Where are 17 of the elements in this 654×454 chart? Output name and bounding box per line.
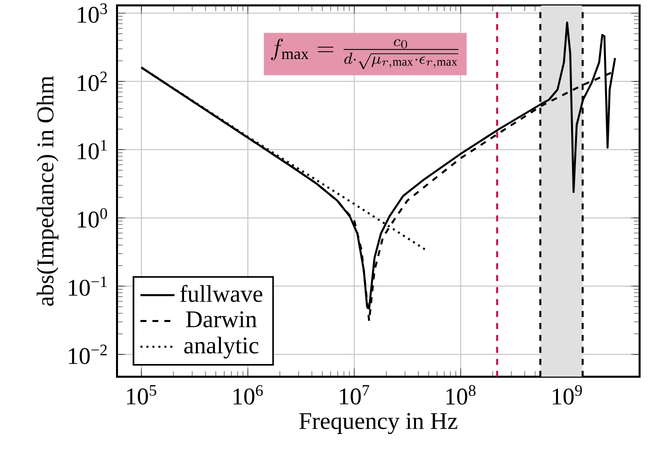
legend-label: analytic — [184, 336, 258, 358]
y-tick-label: 10$^{−1}$ — [68, 276, 107, 296]
x-tick-label: 10$^{8}$ — [446, 385, 476, 405]
y-tick-label: 10$^{0}$ — [78, 208, 108, 228]
x-tick-label: 10$^{5}$ — [127, 385, 156, 404]
y-tick-label: 10$^{1}$ — [78, 140, 107, 160]
x-axis-title: Frequency in Hz — [299, 413, 458, 434]
y-axis-title: abs(Impedance) in Ohm — [36, 76, 58, 306]
y-tick-label: 10$^{2}$ — [78, 72, 107, 92]
x-tick-label: 10$^{7}$ — [340, 385, 370, 404]
x-tick-label: 10$^{9}$ — [552, 385, 582, 405]
y-tick-label: 10$^{3}$ — [78, 3, 108, 23]
legend-label: fullwave — [180, 284, 262, 302]
x-tick-label: 10$^{6}$ — [233, 385, 263, 405]
annotation: $f_{\max} = \frac{c_0}{d\cdot\sqrt{\mu_{r,\max}\cdot\epsilon_{r,\max}}}$ — [271, 38, 458, 70]
y-tick-label: 10$^{−2}$ — [68, 344, 107, 364]
legend-label: Darwin — [186, 311, 257, 328]
